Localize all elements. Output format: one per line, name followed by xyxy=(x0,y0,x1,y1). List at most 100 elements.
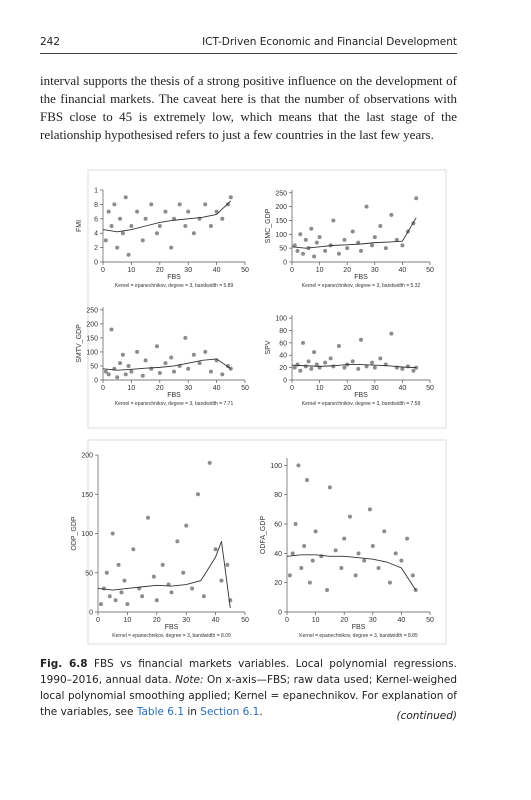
point xyxy=(131,547,136,552)
panel: 0 20 40 60 80 100 0 10 20 30 40 50 FBS Kernel = epane… xyxy=(265,315,434,407)
paragraph: interval supports the thesis of a strong… xyxy=(40,73,457,142)
point xyxy=(120,231,125,236)
note: Kernel = epanechnikov, degree = 3, bandw… xyxy=(302,283,421,289)
point xyxy=(345,246,350,251)
point xyxy=(186,366,191,371)
point xyxy=(184,523,189,528)
y-axis-label: SMTV_GDP xyxy=(76,324,83,363)
point xyxy=(356,551,361,556)
point xyxy=(116,562,121,567)
point xyxy=(207,460,212,465)
point xyxy=(122,578,127,583)
x-tick-label: 40 xyxy=(213,267,221,274)
running-title: ICT-Driven Economic and Financial Develo… xyxy=(202,36,457,48)
point xyxy=(112,202,117,207)
point xyxy=(347,514,352,519)
x-tick-label: 20 xyxy=(153,617,161,624)
point xyxy=(302,544,307,548)
point xyxy=(172,369,176,374)
point xyxy=(364,364,369,369)
y-tick-label: 0 xyxy=(278,610,282,617)
y-tick-label: 50 xyxy=(85,570,93,577)
point xyxy=(350,359,355,364)
fit-line xyxy=(102,358,232,371)
point xyxy=(123,372,128,377)
x-tick-label: 10 xyxy=(128,267,136,274)
fit-line xyxy=(97,541,231,609)
y-tick-label: 40 xyxy=(279,353,287,360)
point xyxy=(113,598,118,603)
point xyxy=(115,375,120,380)
point xyxy=(208,224,213,228)
point xyxy=(191,352,196,357)
y-tick-label: 100 xyxy=(86,349,98,356)
y-tick-label: 0 xyxy=(94,260,98,267)
page-number: 242 xyxy=(40,36,61,48)
point xyxy=(126,363,131,368)
caption-link[interactable]: Table 6.1 xyxy=(136,706,185,718)
point xyxy=(219,578,224,583)
x-axis-label: FBS xyxy=(352,624,366,631)
caption-link[interactable]: Section 6.1 xyxy=(200,706,260,718)
y-tick-label: 1 xyxy=(94,188,98,195)
point xyxy=(287,573,292,578)
x-tick-label: 50 xyxy=(241,267,249,274)
point xyxy=(306,359,311,364)
y-tick-label: 50 xyxy=(90,363,98,370)
point xyxy=(314,240,319,245)
y-tick-label: 200 xyxy=(275,204,287,211)
x-tick-label: 0 xyxy=(290,385,294,392)
x-tick-label: 0 xyxy=(101,267,105,274)
y-tick-label: 0 xyxy=(89,610,93,617)
point xyxy=(293,522,298,526)
point xyxy=(154,344,159,349)
y-tick-label: 2 xyxy=(94,245,98,252)
point xyxy=(220,216,225,221)
point xyxy=(149,202,154,207)
point xyxy=(370,360,375,365)
point xyxy=(312,254,317,259)
y-tick-label: 6 xyxy=(94,216,98,223)
point xyxy=(190,586,195,591)
note: Kernel = epanechnikov, degree = 3, bandw… xyxy=(299,633,418,639)
point xyxy=(151,574,156,579)
point xyxy=(314,362,319,367)
x-axis-label: FBS xyxy=(354,392,368,399)
point xyxy=(220,372,225,377)
x-tick-label: 40 xyxy=(398,617,406,624)
continued-note: (continued) xyxy=(396,710,457,722)
point xyxy=(331,218,336,223)
point xyxy=(119,590,124,595)
point xyxy=(140,594,145,599)
point xyxy=(298,232,303,237)
point xyxy=(203,202,208,207)
point xyxy=(356,240,361,245)
point xyxy=(372,365,377,370)
panel: 0 50 100 150 200 250 0 10 20 30 40 50 FBS Kernel = ep… xyxy=(76,307,249,407)
y-axis-label: SPV xyxy=(265,340,272,354)
y-tick-label: 0 xyxy=(283,378,287,385)
point xyxy=(197,361,202,366)
point xyxy=(342,365,347,370)
point xyxy=(118,216,123,221)
point xyxy=(123,195,128,200)
caption-text: . xyxy=(259,706,263,718)
y-tick-label: 80 xyxy=(274,492,282,499)
panel: 0 50 100 150 200 250 0 10 20 30 40 50 FBS Kernel = ep… xyxy=(265,190,434,289)
point xyxy=(353,573,358,578)
point xyxy=(359,337,363,342)
point xyxy=(364,204,369,209)
x-tick-label: 10 xyxy=(316,385,324,392)
point xyxy=(143,216,148,221)
point xyxy=(145,515,150,520)
point xyxy=(292,243,297,248)
point xyxy=(317,235,322,240)
point xyxy=(135,349,140,354)
point xyxy=(181,570,186,575)
point xyxy=(333,548,338,553)
point xyxy=(359,248,363,253)
y-tick-label: 150 xyxy=(81,492,93,499)
